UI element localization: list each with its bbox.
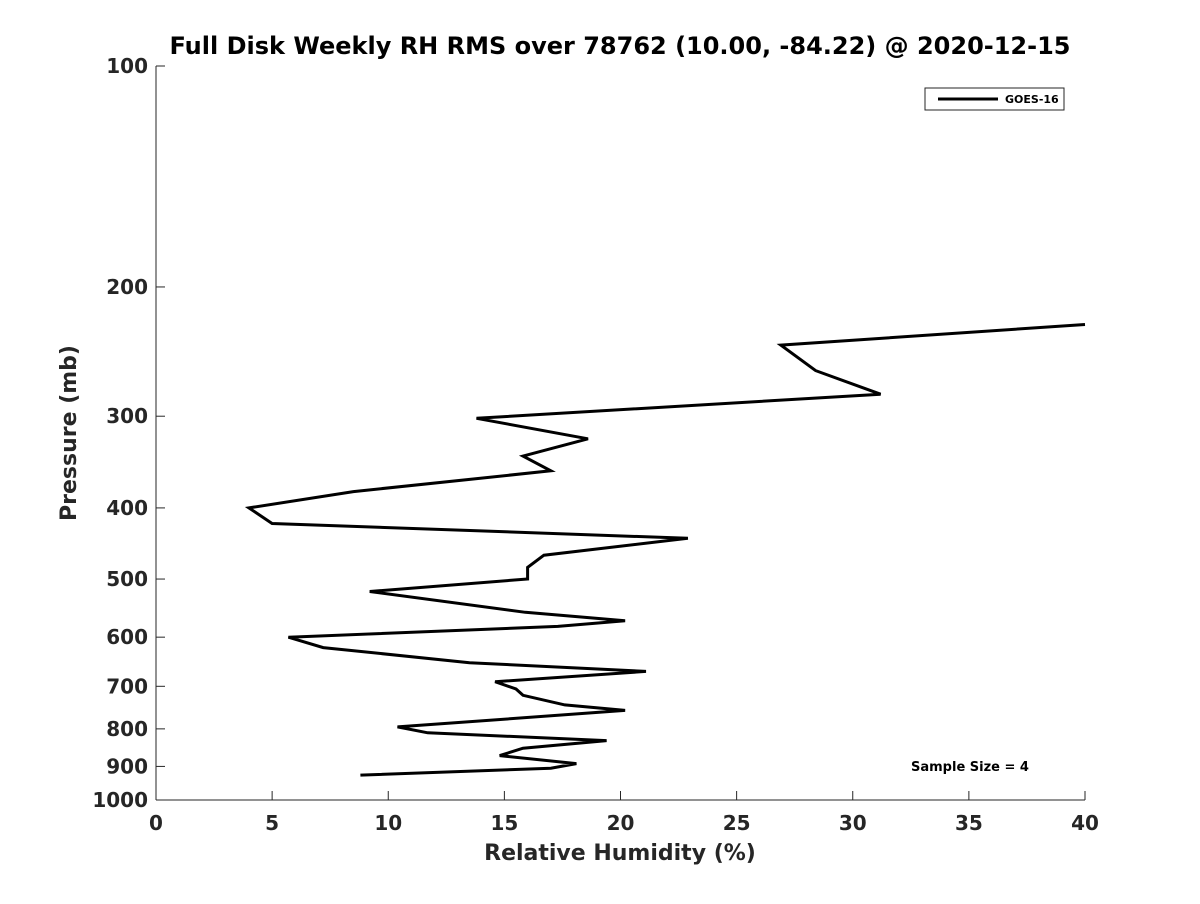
x-tick-label: 30 <box>839 811 867 835</box>
y-tick-label: 500 <box>106 567 148 591</box>
x-axis-label: Relative Humidity (%) <box>484 841 756 866</box>
y-tick-label: 100 <box>106 54 148 78</box>
x-ticks: 0 5 10 15 20 25 30 35 40 <box>149 791 1099 835</box>
axes <box>156 66 1085 800</box>
x-tick-label: 35 <box>955 811 983 835</box>
x-tick-label: 10 <box>374 811 402 835</box>
y-tick-label: 200 <box>106 275 148 299</box>
y-tick-label: 600 <box>106 625 148 649</box>
series-layer <box>249 324 1085 775</box>
y-tick-label: 900 <box>106 754 148 778</box>
y-tick-label: 1000 <box>92 788 148 812</box>
x-tick-label: 5 <box>265 811 279 835</box>
legend: GOES-16 <box>925 88 1064 110</box>
x-tick-label: 40 <box>1071 811 1099 835</box>
x-tick-label: 25 <box>723 811 751 835</box>
x-tick-label: 20 <box>607 811 635 835</box>
x-tick-label: 0 <box>149 811 163 835</box>
y-tick-label: 300 <box>106 404 148 428</box>
series-line-goes-16 <box>249 325 1085 776</box>
x-tick-label: 15 <box>490 811 518 835</box>
legend-label-goes-16: GOES-16 <box>1005 93 1059 106</box>
y-axis-label: Pressure (mb) <box>57 345 82 521</box>
y-tick-label: 700 <box>106 674 148 698</box>
y-tick-label: 400 <box>106 496 148 520</box>
sample-size-annotation: Sample Size = 4 <box>911 760 1029 775</box>
y-tick-label: 800 <box>106 717 148 741</box>
y-ticks: 100 200 300 400 500 600 700 800 900 1000 <box>92 54 165 812</box>
chart-title: Full Disk Weekly RH RMS over 78762 (10.0… <box>169 32 1070 60</box>
